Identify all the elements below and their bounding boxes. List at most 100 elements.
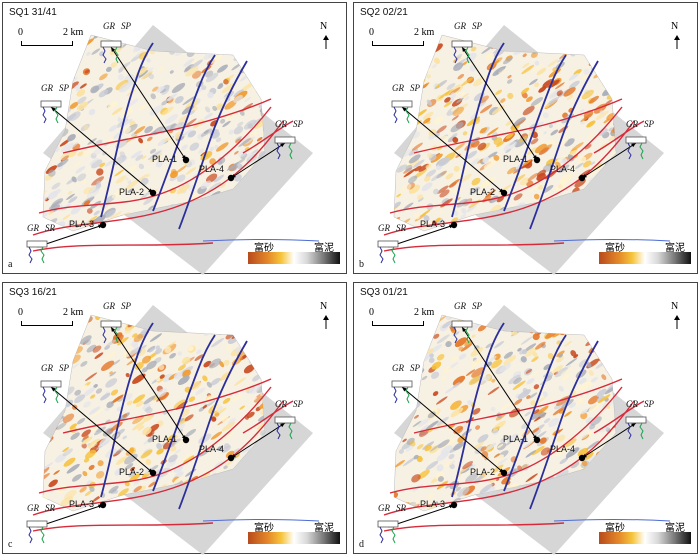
well-label: PLA-4 xyxy=(550,444,576,454)
arrow-head xyxy=(462,327,467,332)
gr-curve xyxy=(276,142,281,160)
sp-curve xyxy=(465,326,470,344)
map-canvas xyxy=(377,305,671,555)
scale-distance: 2 km xyxy=(414,307,435,318)
well-dot xyxy=(99,501,107,509)
well-dot xyxy=(149,469,157,477)
gr-curve xyxy=(393,106,398,124)
well-dot xyxy=(500,469,508,477)
log-title-gr: GR xyxy=(103,301,115,311)
scale-line xyxy=(372,41,424,46)
north-arrow-icon xyxy=(674,35,680,49)
north-arrow: N xyxy=(320,21,332,51)
well-dot xyxy=(533,156,541,164)
fault-line xyxy=(503,54,567,212)
sp-curve xyxy=(40,526,45,544)
well-label: PLA-1 xyxy=(152,434,178,444)
well-dot xyxy=(450,221,458,229)
north-arrow: N xyxy=(320,301,332,331)
log-icon xyxy=(26,240,48,248)
arrow-head xyxy=(280,143,285,148)
panel-label: b xyxy=(359,259,364,270)
fault-line xyxy=(529,340,599,510)
boundary-line xyxy=(32,242,214,252)
fault-line xyxy=(100,322,154,498)
arrow-head xyxy=(402,107,407,112)
lake-line xyxy=(553,239,671,242)
arrow-head xyxy=(631,143,636,148)
log-title-sp: SR xyxy=(396,503,406,513)
scale-bar: 0 2 km xyxy=(18,27,91,49)
map-canvas xyxy=(26,25,320,275)
log-title-sp: SP xyxy=(121,301,131,311)
sp-curve xyxy=(639,422,644,440)
north-arrow: N xyxy=(671,301,683,331)
log-title-gr: GR xyxy=(275,119,287,129)
log-title-sp: SP xyxy=(644,119,654,129)
connection-arrow xyxy=(36,224,104,248)
connection-arrow xyxy=(110,46,187,161)
gr-curve xyxy=(102,326,107,344)
boundary-line xyxy=(32,522,214,532)
color-legend: 富砂 富泥 xyxy=(248,239,340,267)
scale-line xyxy=(21,321,73,326)
log-icon xyxy=(451,40,473,48)
north-label: N xyxy=(671,301,679,312)
connection-arrow xyxy=(581,142,637,179)
scale-zero: 0 xyxy=(369,307,374,318)
fault-line xyxy=(152,334,216,492)
connection-arrow xyxy=(387,504,455,528)
arrow-head xyxy=(51,387,56,392)
well-label: PLA-4 xyxy=(199,164,225,174)
log-icon xyxy=(100,320,122,328)
gr-curve xyxy=(453,46,458,64)
scale-distance: 2 km xyxy=(414,27,435,38)
fault-line xyxy=(178,340,248,510)
connection-arrow xyxy=(581,422,637,459)
legend-mud: 富泥 xyxy=(665,243,685,254)
well-label: PLA-1 xyxy=(152,154,178,164)
boundary-line xyxy=(62,378,272,434)
legend-mud: 富泥 xyxy=(314,523,334,534)
gr-curve xyxy=(28,246,33,264)
map-canvas xyxy=(377,25,671,275)
connection-arrow xyxy=(401,106,505,194)
log-title-sp: SP xyxy=(472,21,482,31)
well-label: PLA-4 xyxy=(199,444,225,454)
well-dot xyxy=(500,189,508,197)
panel-title: SQ2 02/21 xyxy=(360,7,408,18)
sp-curve xyxy=(114,46,119,64)
lake-line xyxy=(202,239,320,242)
boundary-line xyxy=(32,120,284,236)
sp-curve xyxy=(54,386,59,404)
sp-curve xyxy=(405,106,410,124)
scale-distance: 2 km xyxy=(63,307,84,318)
legend-mud: 富泥 xyxy=(314,243,334,254)
well-dot xyxy=(99,221,107,229)
legend-colorbar xyxy=(248,252,340,264)
boundary-line xyxy=(383,522,565,532)
well-label: PLA-4 xyxy=(550,164,576,174)
color-legend: 富砂 富泥 xyxy=(599,519,691,547)
north-arrow: N xyxy=(671,21,683,51)
log-icon xyxy=(625,136,647,144)
sp-curve xyxy=(391,526,396,544)
panel-title: SQ3 01/21 xyxy=(360,287,408,298)
log-icon xyxy=(274,416,296,424)
log-icon xyxy=(274,136,296,144)
well-label: PLA-1 xyxy=(503,154,529,164)
legend-sand: 富砂 xyxy=(254,523,274,534)
log-icon xyxy=(100,40,122,48)
color-legend: 富砂 富泥 xyxy=(599,239,691,267)
well-label: PLA-3 xyxy=(69,499,95,509)
log-icon xyxy=(40,100,62,108)
legend-colorbar xyxy=(248,532,340,544)
boundary-line xyxy=(383,242,565,252)
log-title-gr: GR xyxy=(392,363,404,373)
map-panel-d: SQ3 01/21 d 0 2 km N 富砂 富泥 PLA-2 PLA-1 PLA-3 PLA… xyxy=(353,282,698,555)
legend-sand: 富砂 xyxy=(254,243,274,254)
scale-bar: 0 2 km xyxy=(18,307,91,329)
well-dot xyxy=(227,454,235,462)
log-title-sp: SP xyxy=(472,301,482,311)
north-arrow-icon xyxy=(323,315,329,329)
